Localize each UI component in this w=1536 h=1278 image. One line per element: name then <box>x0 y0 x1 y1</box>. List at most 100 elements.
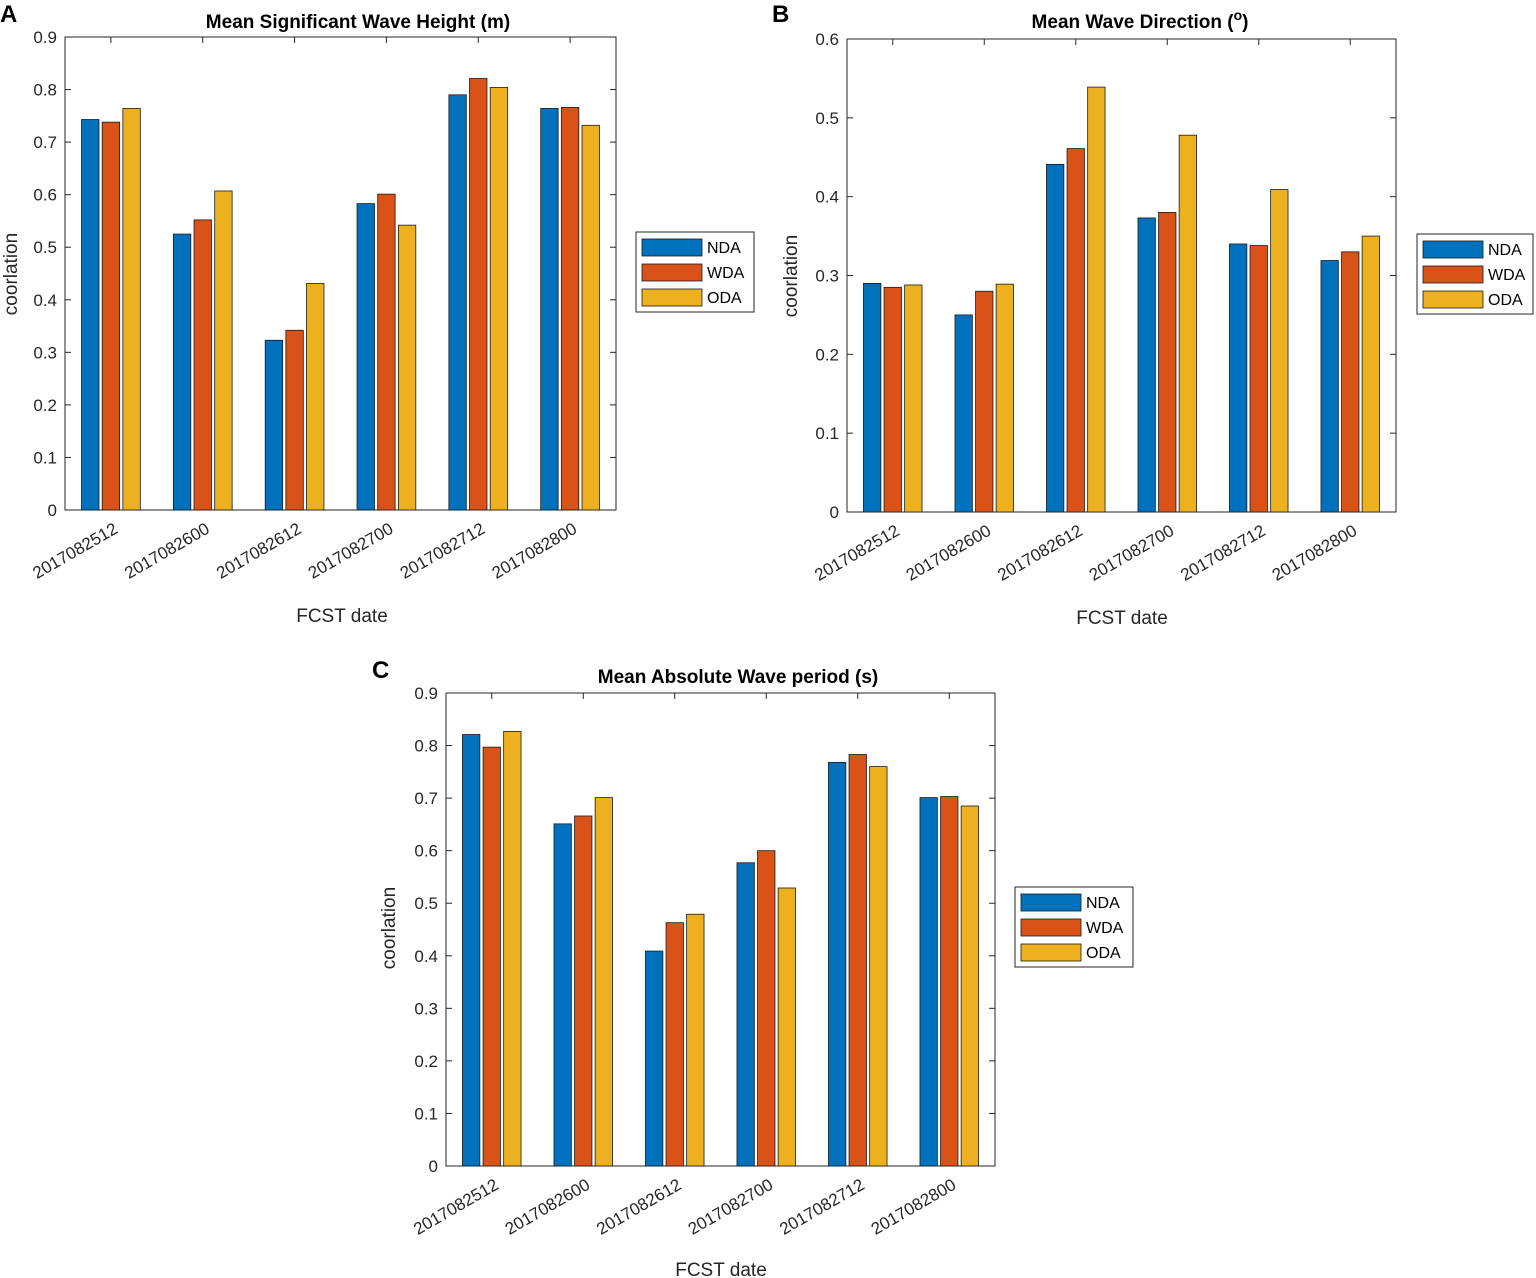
bar-wda-2017082600 <box>975 290 994 513</box>
bar-nda-2017082712 <box>1229 243 1248 513</box>
y-tick-label: 0.8 <box>414 737 438 756</box>
bar-nda-2017082600 <box>172 233 192 511</box>
y-tick-label: 0.5 <box>33 238 57 257</box>
x-tick-label: 2017082612 <box>213 519 304 583</box>
bar-wda-2017082800 <box>560 107 580 511</box>
legend: NDA WDA ODA <box>635 231 755 313</box>
legend: NDA WDA ODA <box>1014 886 1134 968</box>
y-tick-label: 0.3 <box>33 343 57 362</box>
x-tick-label: 2017082512 <box>410 1175 501 1239</box>
y-tick-label: 0.9 <box>33 28 57 47</box>
chart-title: Mean Wave Direction (o) <box>1032 7 1249 33</box>
bar-nda-2017082512 <box>462 734 481 1167</box>
y-tick-label: 0.2 <box>33 396 57 415</box>
x-tick-label: 2017082712 <box>1177 521 1268 585</box>
legend-swatch-oda <box>1422 290 1484 309</box>
x-axis-label: FCST date <box>1076 608 1168 629</box>
bar-wda-2017082512 <box>101 121 121 511</box>
bar-wda-2017082612 <box>1066 148 1085 513</box>
bar-wda-2017082700 <box>1158 212 1177 513</box>
bar-oda-2017082512 <box>904 284 923 513</box>
x-tick-label: 2017082700 <box>1086 521 1177 585</box>
y-tick-label: 0.2 <box>414 1052 438 1071</box>
x-axis-label: FCST date <box>296 606 388 627</box>
bar-nda-2017082700 <box>356 203 375 511</box>
x-tick-label: 2017082612 <box>593 1175 684 1239</box>
legend-swatch-nda <box>641 238 703 257</box>
plot-area <box>445 692 996 1167</box>
bar-nda-2017082700 <box>1137 217 1156 513</box>
y-tick-label: 0.7 <box>33 133 57 152</box>
bar-wda-2017082700 <box>377 193 396 511</box>
bar-nda-2017082600 <box>954 314 973 513</box>
x-tick-label: 2017082512 <box>811 521 902 585</box>
bar-oda-2017082712 <box>869 766 888 1167</box>
bar-oda-2017082800 <box>581 124 600 511</box>
bar-oda-2017082512 <box>503 730 522 1167</box>
bar-nda-2017082712 <box>828 761 847 1167</box>
bar-oda-2017082800 <box>1361 235 1380 513</box>
y-tick-label: 0.2 <box>815 345 839 364</box>
x-tick-label: 2017082512 <box>30 519 121 583</box>
y-tick-label: 0.4 <box>414 947 438 966</box>
bar-wda-2017082712 <box>848 754 867 1167</box>
legend-swatch-oda <box>641 288 703 307</box>
y-tick-label: 0.4 <box>33 291 57 310</box>
bar-nda-2017082612 <box>1046 163 1065 513</box>
panel-label: C <box>372 657 389 684</box>
y-axis-label: coorlation <box>379 887 400 969</box>
x-tick-label: 2017082712 <box>776 1175 867 1239</box>
bar-wda-2017082712 <box>469 78 488 511</box>
bar-oda-2017082612 <box>306 283 325 511</box>
bar-nda-2017082512 <box>863 282 882 513</box>
bar-nda-2017082612 <box>264 339 284 511</box>
bar-oda-2017082712 <box>1270 189 1289 513</box>
plot-area <box>846 38 1397 513</box>
y-tick-label: 0.1 <box>414 1104 438 1123</box>
bar-oda-2017082712 <box>489 87 509 511</box>
bar-wda-2017082800 <box>940 796 959 1167</box>
y-tick-label: 0.1 <box>815 424 839 443</box>
bar-wda-2017082700 <box>757 850 776 1167</box>
legend-label-oda: ODA <box>1488 292 1523 309</box>
y-tick-label: 0.6 <box>33 186 57 205</box>
bar-nda-2017082612 <box>645 950 664 1167</box>
y-tick-label: 0.6 <box>815 30 839 49</box>
legend-swatch-wda <box>1422 265 1484 284</box>
x-tick-label: 2017082600 <box>502 1175 593 1239</box>
x-tick-label: 2017082700 <box>305 519 396 583</box>
y-tick-label: 0.4 <box>815 188 839 207</box>
legend-label-nda: NDA <box>1488 242 1522 259</box>
y-tick-label: 0.5 <box>815 109 839 128</box>
bar-wda-2017082512 <box>482 746 501 1167</box>
bar-oda-2017082600 <box>214 190 233 511</box>
y-tick-label: 0.5 <box>414 894 438 913</box>
x-tick-label: 2017082800 <box>489 519 580 583</box>
legend-swatch-wda <box>641 263 703 282</box>
x-axis-label: FCST date <box>675 1260 767 1278</box>
y-tick-label: 0 <box>429 1157 438 1176</box>
legend-swatch-wda <box>1020 918 1082 937</box>
y-tick-label: 0.7 <box>414 789 438 808</box>
bar-oda-2017082612 <box>1087 86 1106 513</box>
bar-oda-2017082512 <box>122 108 141 511</box>
panel-label: B <box>772 1 789 28</box>
bar-nda-2017082700 <box>736 862 755 1167</box>
legend-label-oda: ODA <box>707 290 742 307</box>
legend-label-wda: WDA <box>1086 920 1124 937</box>
legend-label-nda: NDA <box>707 240 741 257</box>
legend-label-wda: WDA <box>1488 267 1526 284</box>
y-axis-label: coorlation <box>1 233 22 315</box>
bar-wda-2017082800 <box>1341 251 1360 513</box>
legend: NDA WDA ODA <box>1416 233 1534 315</box>
bar-nda-2017082512 <box>81 119 100 511</box>
bar-wda-2017082712 <box>1249 245 1268 513</box>
plot-area <box>64 36 617 511</box>
chart-title: Mean Significant Wave Height (m) <box>206 12 510 33</box>
y-tick-label: 0.8 <box>33 81 57 100</box>
y-tick-label: 0.3 <box>414 999 438 1018</box>
